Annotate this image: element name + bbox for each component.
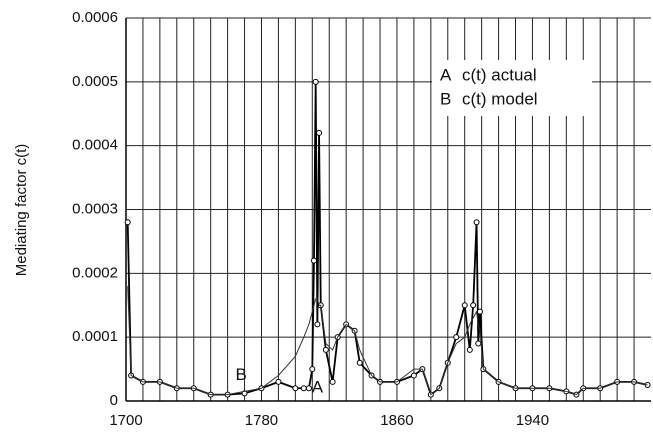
point-marker: [292, 385, 299, 392]
point-marker: [461, 302, 468, 309]
annotation: A: [312, 378, 324, 397]
point-marker: [310, 257, 317, 264]
point-marker: [329, 378, 336, 385]
y-tick-label: 0.0003: [72, 200, 118, 217]
point-marker: [470, 302, 477, 309]
x-tick-label: 1940: [516, 412, 549, 429]
legend-box: [432, 60, 592, 116]
y-tick-label: 0.0006: [72, 9, 118, 26]
x-tick-label: 1780: [245, 412, 278, 429]
legend-letter: B: [440, 89, 451, 108]
point-marker: [475, 340, 482, 347]
point-marker: [473, 219, 480, 226]
point-marker: [316, 129, 323, 136]
point-marker: [356, 359, 363, 366]
point-marker: [275, 378, 282, 385]
y-tick-label: 0.0001: [72, 328, 118, 345]
series-line: [127, 286, 648, 396]
point-marker: [309, 366, 316, 373]
point-marker: [312, 78, 319, 85]
y-tick-label: 0: [110, 392, 118, 409]
y-tick-label: 0.0002: [72, 264, 118, 281]
point-marker: [466, 346, 473, 353]
y-tick-label: 0.0005: [72, 73, 118, 90]
x-tick-label: 1860: [380, 412, 413, 429]
series-line: [126, 81, 648, 397]
x-tick-label: 1700: [109, 412, 142, 429]
point-marker: [305, 385, 312, 392]
legend-label: c(t) actual: [462, 65, 537, 84]
point-marker: [314, 321, 321, 328]
annotation: B: [235, 365, 246, 384]
y-axis-label: Mediating factor c(t): [13, 144, 30, 277]
point-marker: [410, 372, 417, 379]
point-marker: [453, 334, 460, 341]
point-marker: [476, 308, 483, 315]
legend-letter: A: [440, 65, 452, 84]
point-marker: [124, 219, 131, 226]
point-marker: [300, 385, 307, 392]
point-marker: [322, 346, 329, 353]
legend-label: c(t) model: [462, 89, 538, 108]
y-tick-label: 0.0004: [72, 137, 118, 154]
